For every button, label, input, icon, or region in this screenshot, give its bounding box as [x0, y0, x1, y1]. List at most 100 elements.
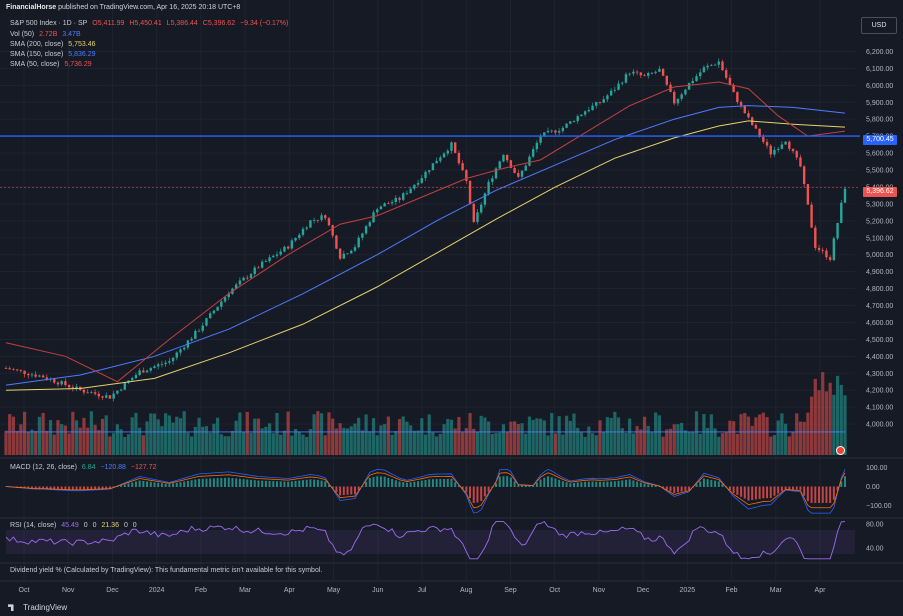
candles — [4, 58, 847, 402]
price-tick-label: 4,400.00 — [866, 354, 893, 361]
candle-body — [472, 203, 475, 222]
candle-body — [75, 386, 78, 389]
high-value: H5,450.41 — [129, 20, 162, 27]
volume-bar — [241, 431, 246, 455]
rsi-tick-label: 40.00 — [866, 546, 884, 553]
candle-body — [387, 203, 390, 205]
candle-body — [409, 188, 412, 194]
volume-bar — [89, 411, 93, 455]
volume-bar — [134, 412, 138, 455]
macd-legend[interactable]: MACD (12, 26, close) 6.84 −120.88 −127.7… — [10, 463, 159, 472]
volume-bar — [613, 411, 617, 455]
macd-histogram-bar — [424, 479, 427, 487]
macd-histogram-bar — [183, 481, 186, 487]
candle-body — [435, 160, 438, 164]
macd-histogram-bar — [561, 481, 564, 487]
macd-histogram-bar — [19, 486, 22, 488]
volume-bar — [71, 411, 75, 455]
candle-body — [105, 395, 108, 398]
volume-ma-value: 3.47B — [62, 31, 81, 38]
candle-body — [249, 274, 253, 278]
candle-body — [465, 170, 468, 181]
symbol-legend[interactable]: S&P 500 Index · 1D · SP O5,411.99 H5,450… — [10, 19, 291, 28]
macd-histogram-bar — [331, 486, 334, 489]
macd-histogram-bar — [769, 486, 772, 498]
macd-histogram-bar — [480, 486, 483, 501]
macd-histogram-bar — [75, 486, 78, 490]
price-tick-label: 5,000.00 — [866, 252, 893, 259]
volume-bar — [468, 413, 472, 455]
macd-histogram-bar — [365, 481, 368, 487]
volume-bar — [67, 433, 71, 455]
candle-body — [643, 75, 646, 77]
currency-button[interactable]: USD — [861, 17, 897, 34]
candle-body — [739, 102, 743, 106]
macd-histogram-bar — [569, 483, 572, 487]
price-axis[interactable]: 6,200.00 6,100.00 6,000.00 5,900.00 5,800.00… — [866, 49, 893, 429]
volume-legend[interactable]: Vol (50) 2.72B 3.47B — [10, 30, 84, 39]
candle-body — [491, 178, 494, 182]
candle-body — [609, 90, 613, 96]
volume-bar — [668, 428, 673, 455]
volume-bar — [204, 426, 209, 455]
macd-histogram-bar — [216, 478, 219, 487]
macd-histogram-bar — [535, 482, 538, 487]
candle-body — [60, 381, 63, 385]
events-flag-icon[interactable] — [836, 446, 845, 455]
macd-histogram-bar — [398, 481, 401, 487]
candle-body — [153, 366, 156, 369]
macd-histogram-bar — [146, 481, 149, 487]
volume-bar — [82, 417, 86, 455]
footer-brand[interactable]: TradingView — [23, 603, 68, 612]
macd-histogram-bar — [617, 480, 620, 487]
candle-body — [632, 71, 635, 74]
sma50-label: SMA (50, close) — [10, 61, 60, 68]
time-axis[interactable]: Oct Nov Dec 2024 Feb Mar Apr May Jun Jul Aug Sep Oct… — [19, 587, 827, 594]
volume-bar — [197, 417, 201, 455]
candle-body — [101, 396, 104, 398]
macd-histogram-bar — [276, 481, 279, 487]
time-tick-label: Dec — [106, 587, 119, 594]
candle-body — [572, 121, 576, 122]
macd-histogram-bar — [123, 484, 126, 487]
candle-body — [138, 370, 141, 375]
sma150-label: SMA (150, close) — [10, 51, 64, 58]
symbol-title[interactable]: S&P 500 Index · 1D · SP — [10, 20, 88, 27]
rsi-legend[interactable]: RSI (14, close) 45.49 0 0 21.36 0 0 — [10, 521, 140, 530]
volume-bar — [761, 412, 765, 455]
sma200-legend[interactable]: SMA (200, close) 5,753.46 — [10, 40, 99, 49]
price-tick-label: 5,800.00 — [866, 117, 893, 124]
candle-body — [34, 374, 37, 377]
macd-histogram-bar — [82, 486, 85, 490]
macd-histogram-bar — [740, 486, 743, 497]
candle-body — [673, 91, 676, 104]
macd-histogram-bar — [261, 480, 264, 487]
volume-bar — [828, 382, 832, 455]
volume-bar — [609, 417, 613, 455]
sma150-legend[interactable]: SMA (150, close) 5,836.29 — [10, 50, 99, 59]
candle-body — [197, 330, 201, 332]
candle-body — [238, 280, 242, 285]
sma50-legend[interactable]: SMA (50, close) 5,736.29 — [10, 60, 95, 69]
volume-bar — [327, 412, 331, 455]
candle-body — [160, 364, 164, 365]
candle-body — [260, 261, 264, 268]
volume-bar — [316, 411, 320, 455]
macd-histogram-bar — [840, 481, 843, 487]
volume-bar — [835, 375, 840, 455]
volume-bar — [446, 418, 450, 455]
publisher-name[interactable]: FinancialHorse — [6, 4, 57, 11]
macd-histogram-bar — [673, 486, 676, 493]
price-tick-label: 4,200.00 — [866, 388, 893, 395]
macd-histogram-bar — [157, 482, 160, 487]
volume-bar — [123, 436, 127, 455]
candle-body — [379, 206, 383, 210]
macd-histogram-bar — [127, 483, 130, 487]
candle-body — [439, 157, 442, 161]
volume-bar — [290, 435, 294, 455]
macd-histogram-bar — [632, 480, 635, 487]
volume-bar — [390, 434, 394, 455]
volume-bar — [427, 414, 431, 455]
candle-body — [702, 67, 706, 73]
